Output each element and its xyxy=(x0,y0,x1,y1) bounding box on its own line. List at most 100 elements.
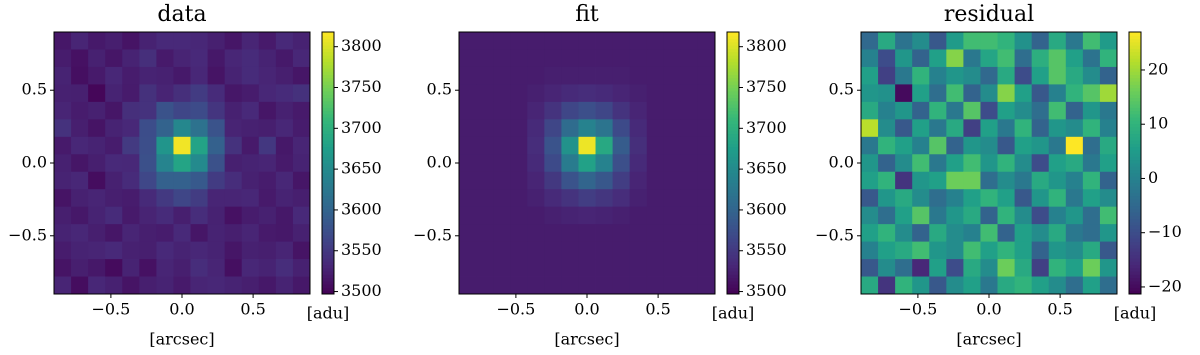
heatmap-cell xyxy=(54,189,72,208)
heatmap-cell xyxy=(190,224,208,242)
heatmap-cell xyxy=(1014,224,1033,242)
colorbar-step xyxy=(322,133,334,138)
heatmap-cell xyxy=(156,224,174,242)
colorbar-step xyxy=(727,195,739,200)
colorbar-step xyxy=(727,35,739,40)
heatmap-cell xyxy=(1031,224,1050,242)
heatmap-cell xyxy=(861,66,879,85)
heatmap-cell xyxy=(122,66,140,85)
heatmap-cell xyxy=(122,49,140,68)
colorbar-step xyxy=(1129,257,1141,262)
heatmap-cell xyxy=(912,49,930,68)
heatmap-cell xyxy=(275,276,294,295)
y-tick-label: 0.0 xyxy=(22,153,47,172)
heatmap-cell xyxy=(1048,136,1067,155)
colorbar-step xyxy=(1129,133,1141,138)
colorbar-tick-label: 3800 xyxy=(341,36,382,55)
heatmap-cell xyxy=(878,171,896,190)
heatmap-cell xyxy=(629,66,648,85)
colorbar-step xyxy=(1129,136,1141,141)
colorbar-step xyxy=(1129,87,1141,92)
heatmap-cell xyxy=(663,276,682,295)
heatmap-cell xyxy=(1099,206,1118,225)
heatmap-cell xyxy=(929,241,947,260)
colorbar-step xyxy=(1129,35,1141,40)
heatmap-cell xyxy=(173,101,191,120)
heatmap-cell xyxy=(1099,66,1118,85)
heatmap-cell xyxy=(561,154,579,173)
heatmap-cell xyxy=(459,241,477,260)
heatmap-cell xyxy=(1031,154,1050,173)
heatmap-cell xyxy=(207,84,226,103)
heatmap-cell xyxy=(1082,84,1101,103)
heatmap-cell xyxy=(544,66,562,85)
heatmap-cell xyxy=(561,101,579,120)
heatmap-cell xyxy=(139,189,157,208)
heatmap-cell xyxy=(105,101,123,120)
heatmap-cell xyxy=(1099,49,1118,68)
heatmap-cell xyxy=(241,66,260,85)
colorbar-step xyxy=(1129,123,1141,128)
heatmap-cell xyxy=(646,171,665,190)
heatmap-cell xyxy=(156,154,174,173)
heatmap-cell xyxy=(88,189,106,208)
heatmap-cell xyxy=(1065,154,1084,173)
colorbar-step xyxy=(727,215,739,220)
heatmap-cell xyxy=(895,189,913,208)
heatmap-cell xyxy=(895,101,913,120)
heatmap-cell xyxy=(612,154,631,173)
heatmap-cell xyxy=(946,241,964,260)
heatmap-cell xyxy=(1031,241,1050,260)
colorbar-step xyxy=(1129,90,1141,95)
colorbar-step xyxy=(322,290,334,295)
heatmap-cell xyxy=(1014,154,1033,173)
heatmap-cell xyxy=(71,101,89,120)
heatmap-cell xyxy=(54,66,72,85)
heatmap-cell xyxy=(680,171,699,190)
heatmap-cell xyxy=(895,241,913,260)
heatmap-cell xyxy=(224,276,243,295)
heatmap-cell xyxy=(1099,241,1118,260)
heatmap-cell xyxy=(1082,101,1101,120)
colorbar-step xyxy=(322,189,334,193)
heatmap-cell xyxy=(1031,49,1050,68)
heatmap-cell xyxy=(1048,189,1067,208)
heatmap-cell xyxy=(71,66,89,85)
heatmap-cell xyxy=(190,259,208,277)
heatmap-cell xyxy=(895,136,913,155)
heatmap-cell xyxy=(224,136,243,155)
heatmap-cell xyxy=(544,101,562,120)
colorbar-step xyxy=(727,248,739,252)
heatmap-cell xyxy=(71,49,89,68)
colorbar-step xyxy=(727,100,739,105)
heatmap-cell xyxy=(1031,276,1050,295)
heatmap-cell xyxy=(122,32,140,50)
heatmap-cell xyxy=(105,84,123,103)
colorbar-step xyxy=(322,257,334,262)
heatmap-cell xyxy=(1099,276,1118,295)
heatmap-cell xyxy=(122,241,140,260)
heatmap-cell xyxy=(697,66,716,85)
heatmap-cell xyxy=(578,171,596,190)
colorbar-frame xyxy=(726,31,740,295)
heatmap-cell xyxy=(88,66,106,85)
heatmap-cell xyxy=(1065,276,1084,295)
heatmap-cell xyxy=(680,32,699,50)
heatmap-cell xyxy=(612,66,631,85)
heatmap-cell xyxy=(71,171,89,190)
heatmap-cell xyxy=(173,259,191,277)
heatmap-cell xyxy=(207,171,226,190)
heatmap-cell xyxy=(156,136,174,155)
heatmap-cell xyxy=(258,171,277,190)
heatmap-cell xyxy=(595,189,613,208)
heatmap-cell xyxy=(595,224,613,242)
heatmap-cell xyxy=(1082,119,1101,138)
colorbar-step xyxy=(727,64,739,69)
heatmap-cell xyxy=(105,224,123,242)
heatmap-cell xyxy=(527,119,545,138)
heatmap-cell xyxy=(629,49,648,68)
heatmap-cell xyxy=(878,119,896,138)
heatmap-cell xyxy=(527,49,545,68)
heatmap-cell xyxy=(1082,241,1101,260)
heatmap-cell xyxy=(878,101,896,120)
